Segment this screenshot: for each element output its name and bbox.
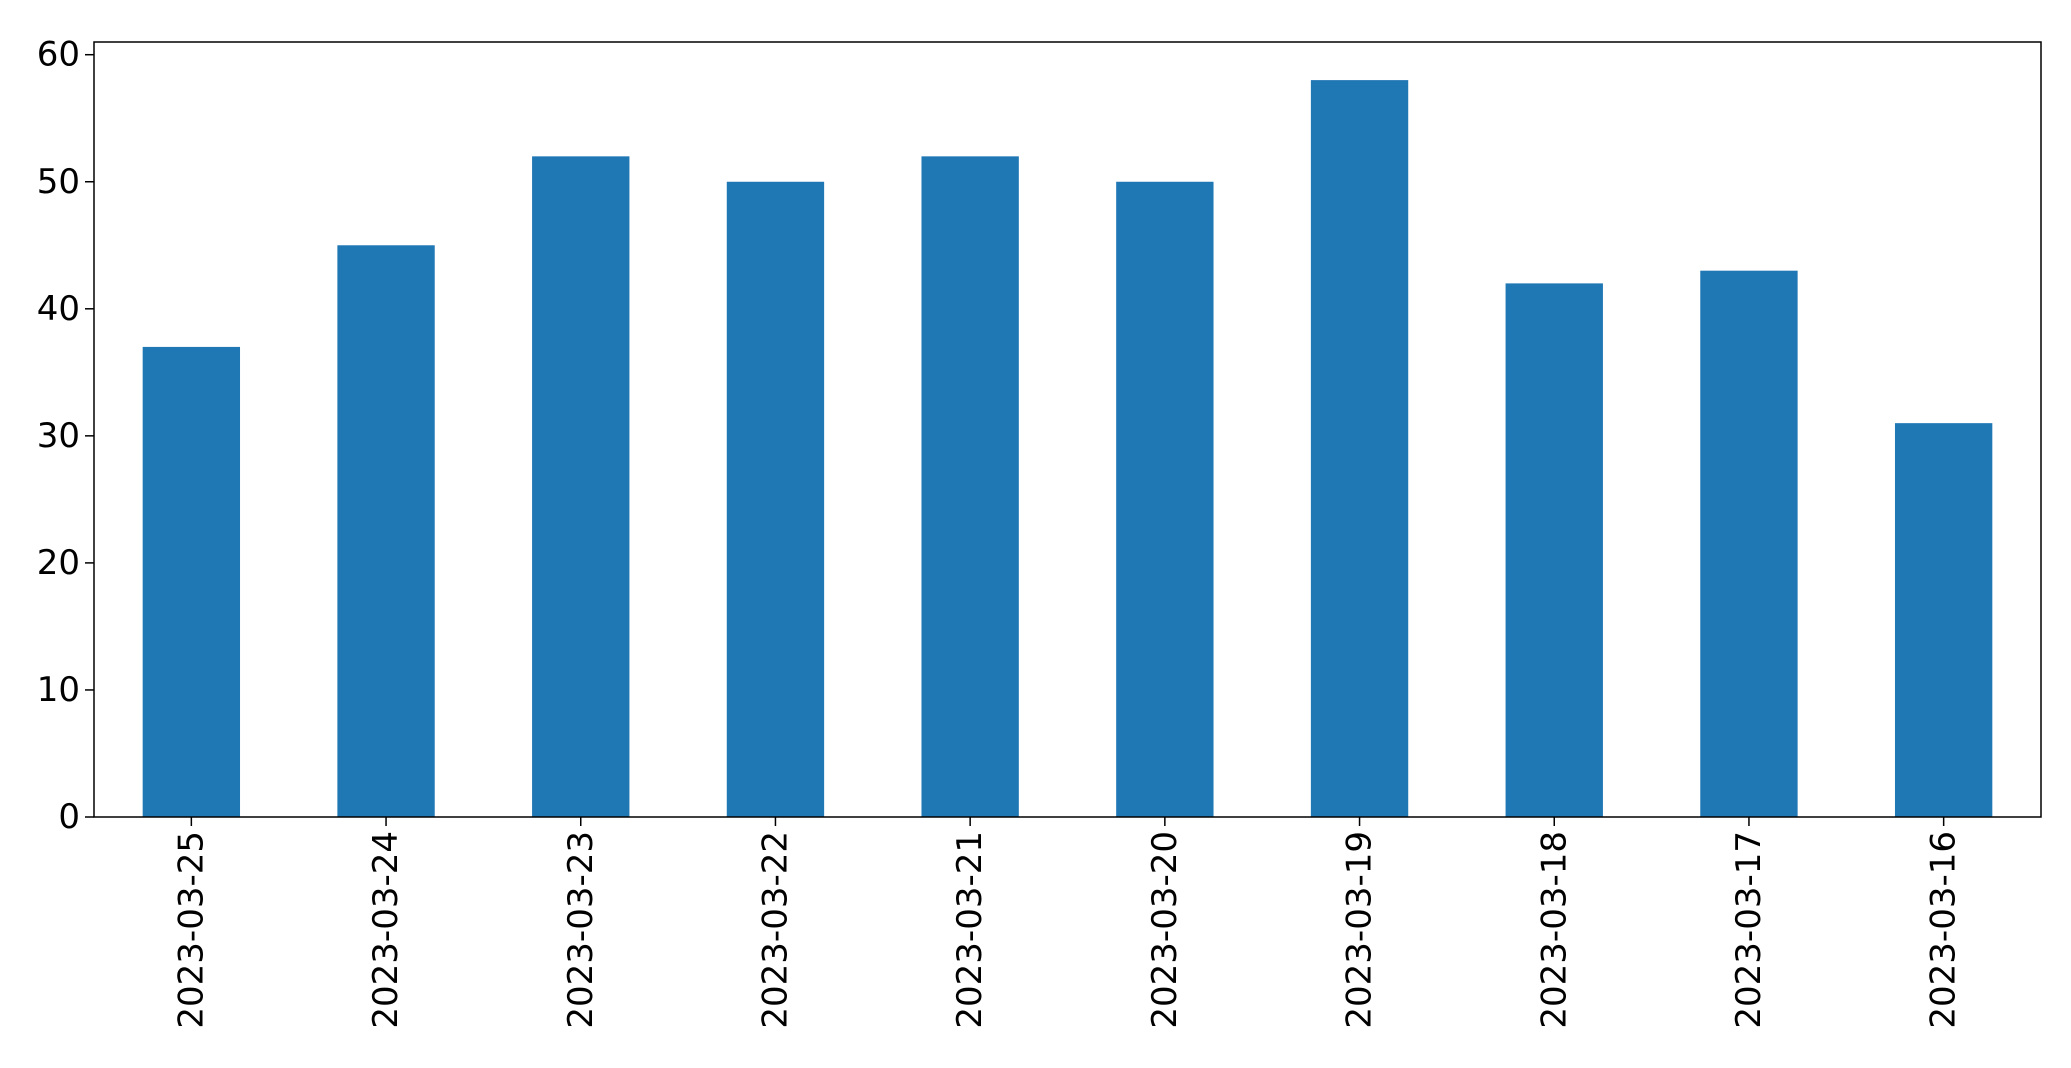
bar-2023-03-19 [1310,80,1409,818]
x-tick-label: 2023-03-18 [1534,831,1574,1029]
x-tick-label: 2023-03-23 [561,831,601,1029]
x-tick-label: 2023-03-24 [366,831,406,1029]
bar-2023-03-22 [726,181,825,818]
axes-layer: 2023-03-25 2023-03-24 2023-03-23 2023-03-22… [37,35,1964,1029]
x-tick-label: 2023-03-25 [171,831,211,1029]
bar-2023-03-18 [1505,283,1603,817]
bar-2023-03-24 [337,245,435,817]
bars-layer [142,80,1993,818]
y-tick-label: 0 [58,797,80,837]
plot-frame [93,41,2042,818]
x-tick-label: 2023-03-20 [1145,831,1185,1029]
bar-2023-03-21 [921,156,1019,818]
x-tick-label: 2023-03-16 [1924,831,1964,1029]
x-tick-label: 2023-03-22 [755,831,795,1029]
bar-2023-03-17 [1700,270,1798,817]
y-tick-label: 60 [37,35,80,75]
y-tick-label: 20 [37,543,80,583]
y-tick-label: 10 [37,670,80,710]
x-tick-label: 2023-03-19 [1340,831,1380,1029]
bar-2023-03-16 [1894,423,1993,817]
x-tick-label: 2023-03-17 [1729,831,1769,1029]
x-tick-label: 2023-03-21 [950,831,990,1029]
y-tick-label: 40 [37,289,80,329]
y-tick-label: 50 [37,162,80,202]
bar-2023-03-20 [1116,181,1214,818]
bar-2023-03-23 [532,156,630,818]
bar-2023-03-25 [142,346,241,817]
y-tick-label: 30 [37,416,80,456]
